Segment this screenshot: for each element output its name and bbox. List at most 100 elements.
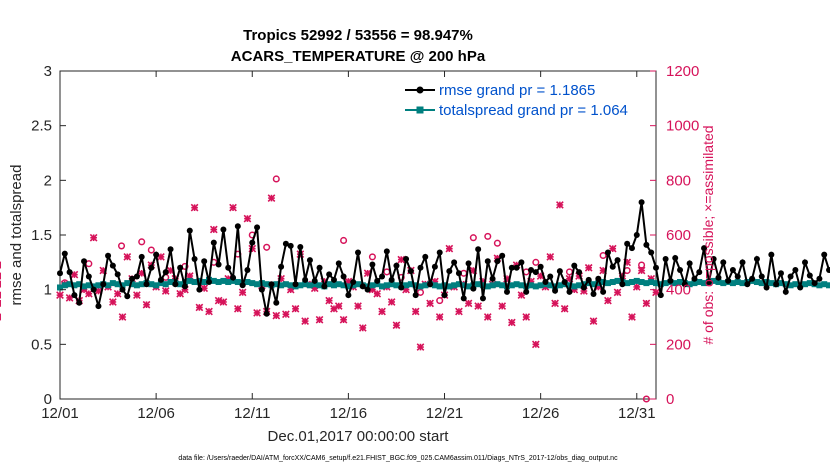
rmse-point <box>220 226 227 233</box>
totalspread-point <box>628 279 635 286</box>
x-tick-label: 12/11 <box>234 405 270 422</box>
totalspread-point <box>489 282 496 289</box>
totalspread-point <box>633 277 640 284</box>
obs-possible-marker <box>416 288 425 296</box>
totalspread-point <box>177 281 184 288</box>
obs-assimilated-marker <box>464 299 473 308</box>
rmse-point <box>350 279 357 286</box>
rmse-point <box>66 269 73 276</box>
rmse-point <box>388 276 395 283</box>
totalspread-point <box>532 283 539 290</box>
rmse-point <box>585 276 592 283</box>
obs-assimilated-marker <box>301 317 309 325</box>
rmse-point <box>677 266 684 273</box>
obs-assimilated-marker <box>113 289 122 298</box>
rmse-point <box>196 286 203 293</box>
obs-assimilated-marker <box>608 244 617 253</box>
rmse-point <box>100 281 107 288</box>
totalspread-point <box>76 281 83 288</box>
totalspread-point <box>388 281 395 288</box>
obs-possible-marker <box>493 239 501 247</box>
obs-assimilated-marker <box>190 203 199 212</box>
totalspread-point <box>297 282 304 289</box>
y-tick-label-left: 2.5 <box>31 118 52 135</box>
rmse-point <box>826 266 830 273</box>
rmse-point <box>436 249 443 256</box>
totalspread-point <box>777 280 784 287</box>
rmse-point <box>85 273 92 280</box>
totalspread-point <box>244 279 251 286</box>
rmse-point <box>335 260 342 267</box>
rmse-point <box>441 292 448 299</box>
obs-assimilated-marker <box>584 263 593 272</box>
totalspread-point <box>254 281 261 288</box>
totalspread-point <box>225 279 232 286</box>
rmse-point <box>273 299 280 306</box>
rmse-point <box>369 261 376 268</box>
totalspread-point <box>422 282 429 289</box>
rmse-point <box>412 292 419 299</box>
totalspread-point <box>407 281 414 288</box>
rmse-point <box>609 263 616 270</box>
totalspread-point <box>455 281 462 288</box>
obs-assimilated-marker <box>354 302 362 310</box>
rmse-point <box>124 293 131 300</box>
obs-possible-marker <box>263 243 271 251</box>
obs-possible-marker <box>532 258 540 266</box>
totalspread-point <box>753 279 760 286</box>
rmse-point <box>470 285 477 292</box>
totalspread-point <box>335 281 342 288</box>
totalspread-point <box>494 281 501 288</box>
rmse-point <box>797 284 804 291</box>
rmse-point <box>383 248 390 255</box>
rmse-point <box>739 259 746 266</box>
obs-assimilated-marker <box>334 302 343 310</box>
totalspread-point <box>499 282 506 289</box>
rmse-point <box>90 286 97 293</box>
y-tick-label-right: 200 <box>666 336 691 353</box>
totalspread-point <box>186 277 193 284</box>
totalspread-point <box>273 281 280 288</box>
rmse-point <box>215 261 222 268</box>
totalspread-point <box>220 277 227 284</box>
rmse-point <box>595 275 602 282</box>
obs-assimilated-marker <box>142 300 151 309</box>
obs-assimilated-marker <box>56 291 64 299</box>
obs-assimilated-marker <box>560 304 569 313</box>
rmse-point <box>129 275 136 282</box>
rmse-point <box>523 288 530 295</box>
obs-possible-marker <box>117 242 126 250</box>
rmse-point <box>359 283 366 290</box>
totalspread-point <box>460 282 467 289</box>
obs-possible-marker <box>642 395 650 403</box>
totalspread-point <box>162 281 169 288</box>
y-tick-label-right: 800 <box>666 172 691 189</box>
totalspread-point <box>720 280 727 287</box>
totalspread-point <box>393 282 400 289</box>
totalspread-point <box>537 282 544 289</box>
totalspread-point <box>657 281 664 288</box>
rmse-point <box>532 269 539 276</box>
rmse-point <box>777 270 784 277</box>
rmse-point <box>311 277 318 284</box>
rmse-point <box>494 258 501 265</box>
rmse-point <box>744 281 751 288</box>
rmse-point <box>249 239 256 246</box>
obs-possible-marker <box>340 236 348 245</box>
rmse-point <box>287 242 294 249</box>
y-tick-label-left: 0.5 <box>31 336 52 353</box>
obs-assimilated-marker <box>339 315 348 324</box>
rmse-point <box>662 256 669 263</box>
obs-assimilated-marker <box>637 266 646 275</box>
totalspread-point <box>528 282 535 289</box>
totalspread-point <box>306 282 313 289</box>
totalspread-point <box>196 277 203 284</box>
totalspread-point <box>71 282 78 289</box>
rmse-point <box>773 281 780 288</box>
rmse-point <box>316 264 323 271</box>
obs-assimilated-marker <box>507 318 516 327</box>
y-axis-label-left: rmse and totalspread <box>8 165 25 306</box>
y-tick-label-left: 1 <box>44 282 52 299</box>
obs-assimilated-marker <box>219 298 228 306</box>
obs-assimilated-marker <box>498 302 507 310</box>
